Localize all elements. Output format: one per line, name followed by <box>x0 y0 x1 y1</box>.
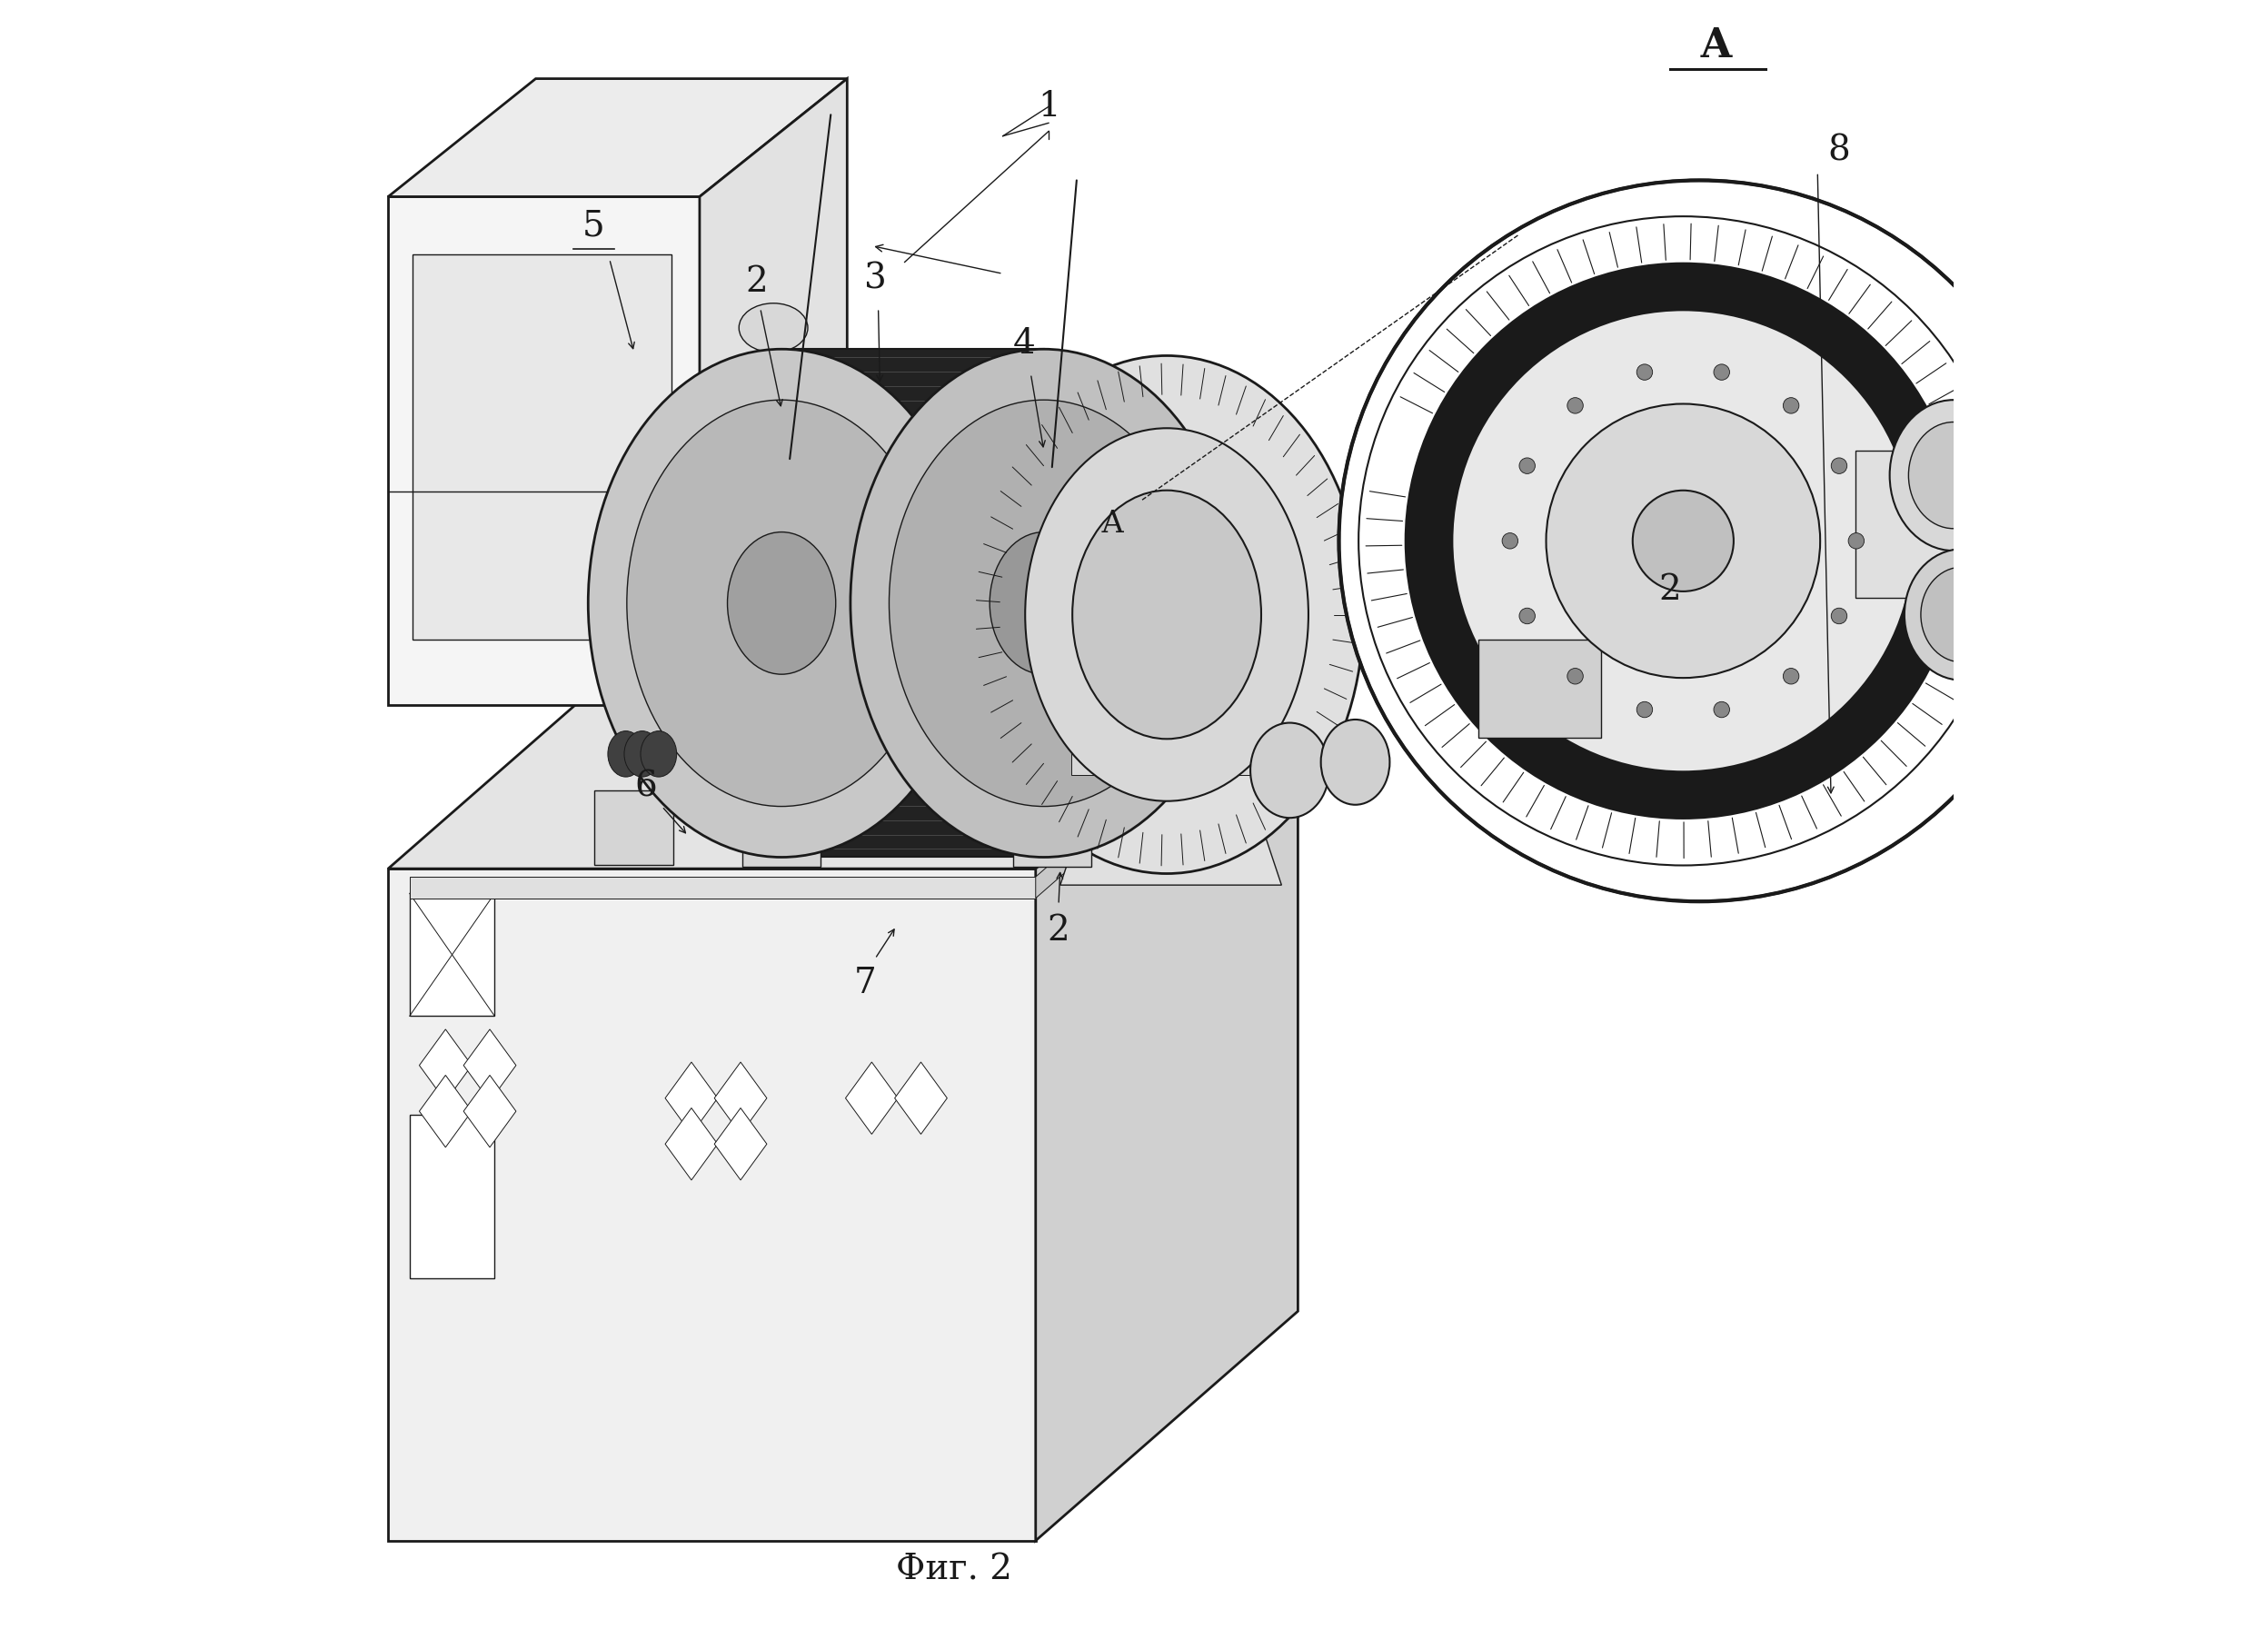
Polygon shape <box>594 790 674 865</box>
Ellipse shape <box>1073 490 1261 739</box>
Text: 1: 1 <box>1036 90 1059 123</box>
Text: А: А <box>1699 26 1733 66</box>
Ellipse shape <box>1320 720 1390 805</box>
Ellipse shape <box>587 349 975 857</box>
Text: 8: 8 <box>1828 134 1851 167</box>
Text: 5: 5 <box>583 210 603 243</box>
Text: 7: 7 <box>855 967 875 1000</box>
Text: 2: 2 <box>746 266 769 298</box>
Circle shape <box>1637 364 1653 380</box>
Ellipse shape <box>1025 428 1309 801</box>
Text: 4: 4 <box>1014 328 1036 361</box>
Circle shape <box>1338 180 2059 901</box>
Polygon shape <box>388 79 848 197</box>
Polygon shape <box>1479 639 1601 738</box>
Polygon shape <box>1073 713 1132 775</box>
Polygon shape <box>1036 647 1297 898</box>
Text: 2: 2 <box>1658 574 1681 606</box>
Polygon shape <box>782 349 1043 857</box>
Circle shape <box>1637 701 1653 718</box>
Ellipse shape <box>1406 264 1962 818</box>
Circle shape <box>1520 608 1535 624</box>
Ellipse shape <box>739 303 807 352</box>
Ellipse shape <box>971 356 1363 874</box>
Circle shape <box>1830 457 1846 474</box>
Circle shape <box>1520 457 1535 474</box>
Polygon shape <box>1855 451 1971 598</box>
Polygon shape <box>388 639 1297 869</box>
Polygon shape <box>411 877 1036 898</box>
Circle shape <box>1567 669 1583 683</box>
Polygon shape <box>420 1075 472 1147</box>
Polygon shape <box>1036 639 1297 1541</box>
Polygon shape <box>420 1029 472 1101</box>
Polygon shape <box>413 254 671 639</box>
Polygon shape <box>1014 798 1091 867</box>
Polygon shape <box>463 1075 517 1147</box>
Polygon shape <box>411 893 494 1016</box>
Ellipse shape <box>1452 310 1914 772</box>
Ellipse shape <box>1905 549 2019 680</box>
Ellipse shape <box>1921 567 2003 662</box>
Polygon shape <box>1059 836 1281 885</box>
Polygon shape <box>665 1108 717 1180</box>
Circle shape <box>1830 608 1846 624</box>
Polygon shape <box>742 798 821 867</box>
Circle shape <box>1567 398 1583 413</box>
Text: 3: 3 <box>864 262 887 295</box>
Ellipse shape <box>1547 403 1821 679</box>
Circle shape <box>1715 701 1730 718</box>
Text: 6: 6 <box>635 770 658 803</box>
Circle shape <box>1783 669 1799 683</box>
Circle shape <box>1501 533 1517 549</box>
Text: Фиг. 2: Фиг. 2 <box>896 1554 1012 1587</box>
Text: 2: 2 <box>1048 915 1070 947</box>
Circle shape <box>1783 398 1799 413</box>
Circle shape <box>1715 364 1730 380</box>
Polygon shape <box>714 1108 767 1180</box>
Polygon shape <box>699 79 848 705</box>
Ellipse shape <box>989 533 1098 674</box>
Ellipse shape <box>728 533 835 674</box>
Polygon shape <box>463 1029 517 1101</box>
Ellipse shape <box>889 400 1198 806</box>
Text: А: А <box>1102 510 1125 539</box>
Polygon shape <box>411 1115 494 1278</box>
Circle shape <box>1848 533 1864 549</box>
Ellipse shape <box>1250 723 1329 818</box>
Polygon shape <box>894 1062 948 1134</box>
Ellipse shape <box>1910 421 1998 529</box>
Polygon shape <box>714 1062 767 1134</box>
Polygon shape <box>665 1062 717 1134</box>
Ellipse shape <box>626 400 937 806</box>
Ellipse shape <box>850 349 1238 857</box>
Polygon shape <box>846 1062 898 1134</box>
Ellipse shape <box>640 731 676 777</box>
Polygon shape <box>388 197 699 705</box>
Ellipse shape <box>624 731 660 777</box>
Ellipse shape <box>1889 400 2019 551</box>
Ellipse shape <box>1633 490 1733 592</box>
Polygon shape <box>1136 721 1195 783</box>
Polygon shape <box>1220 713 1279 775</box>
Ellipse shape <box>608 731 644 777</box>
Polygon shape <box>388 869 1036 1541</box>
